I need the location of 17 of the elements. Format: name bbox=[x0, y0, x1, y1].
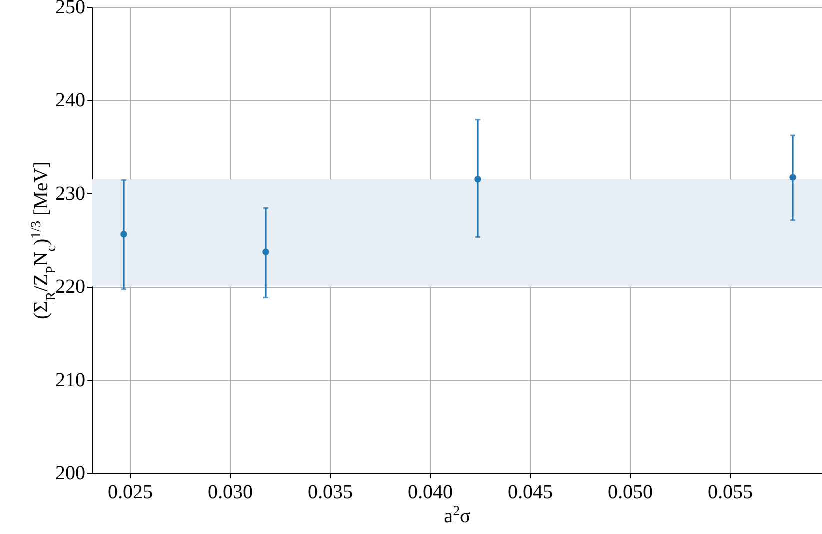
x-tick-label: 0.045 bbox=[508, 482, 553, 504]
y-tick-label: 200 bbox=[56, 462, 86, 484]
point bbox=[120, 231, 128, 238]
x-axis-title: a$^{2}$σ bbox=[444, 504, 472, 528]
point bbox=[790, 174, 796, 181]
y-tick-label: 210 bbox=[56, 369, 86, 392]
point bbox=[474, 176, 482, 183]
x-tick-label: 0.040 bbox=[408, 482, 453, 504]
x-tick-label: 0.055 bbox=[708, 482, 753, 504]
x-tick-label: 0.030 bbox=[208, 482, 253, 504]
y-tick-label: 230 bbox=[56, 182, 86, 205]
x-tick-label: 0.035 bbox=[308, 482, 353, 504]
point bbox=[262, 248, 270, 256]
x-tick-label: 0.050 bbox=[608, 482, 653, 504]
y-tick-label: 240 bbox=[56, 90, 86, 112]
y-tick-label: 250 bbox=[56, 0, 86, 18]
x-tick-label: 0.025 bbox=[108, 482, 153, 504]
